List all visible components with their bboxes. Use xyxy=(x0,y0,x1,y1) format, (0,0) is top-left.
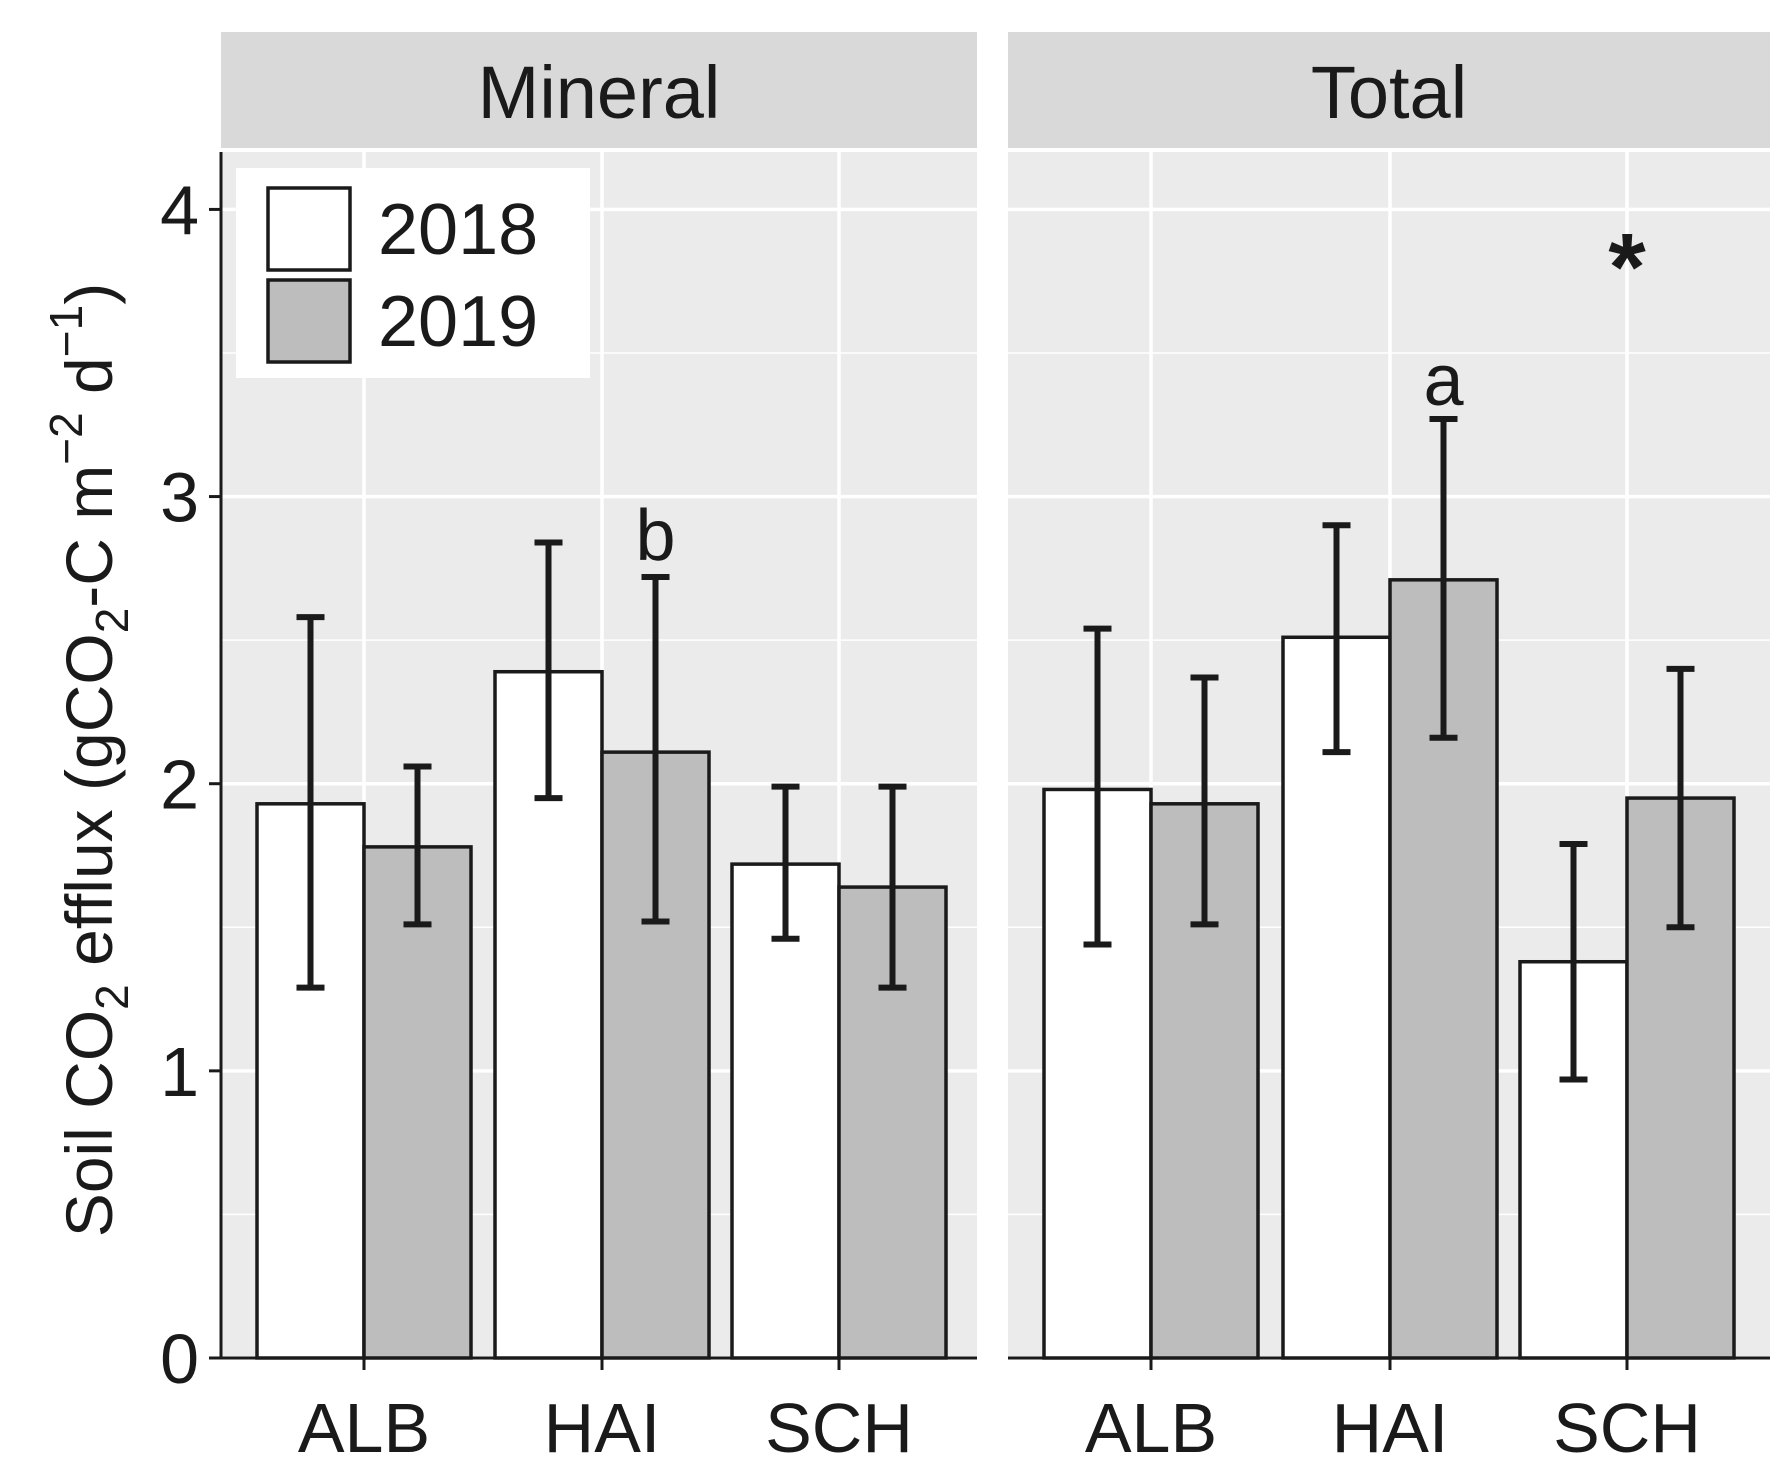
panel-total: Total a * ALB HAI SCH xyxy=(1008,32,1770,1467)
y-title-superscript: −2 xyxy=(40,412,92,464)
y-tick-label: 2 xyxy=(160,746,199,824)
y-title-part: -C m xyxy=(52,465,126,608)
error-bar-2018-alb xyxy=(1083,625,1112,948)
y-title-part: ) xyxy=(52,283,126,305)
x-tick-label: ALB xyxy=(1085,1389,1217,1467)
legend-key-2018 xyxy=(266,186,352,272)
y-title-subscript: 2 xyxy=(86,984,138,1010)
x-tick-label: SCH xyxy=(1553,1389,1701,1467)
error-bar-2018-hai xyxy=(1322,522,1351,756)
facet-strip xyxy=(1008,32,1770,148)
x-tick-label: HAI xyxy=(1332,1389,1449,1467)
panel-mineral: Mineral b ALB HAI SCH xyxy=(221,32,977,1467)
y-title-superscript: −1 xyxy=(40,305,92,357)
y-axis: 0 1 2 3 4 xyxy=(160,152,223,1398)
y-title-subscript: 2 xyxy=(86,608,138,634)
facet-strip xyxy=(221,32,977,148)
error-bar-2018-sch xyxy=(1559,841,1588,1083)
error-bar-2019-alb xyxy=(1190,674,1219,928)
legend-key-2019 xyxy=(266,278,352,364)
legend-label-2018: 2018 xyxy=(378,190,538,270)
significance-star: * xyxy=(1608,214,1646,321)
error-bar-2019-sch xyxy=(1666,665,1695,931)
legend-label-2019: 2019 xyxy=(378,282,538,362)
y-tick-label: 3 xyxy=(160,459,199,537)
y-title-part: efflux (gCO xyxy=(52,633,126,984)
error-bar-2019-alb xyxy=(403,763,432,928)
facet-strip-label: Total xyxy=(1311,51,1467,134)
error-bar-2018-alb xyxy=(296,614,325,991)
error-bar-2019-hai xyxy=(1429,416,1458,741)
error-bar-2018-sch xyxy=(771,783,800,942)
panels-layer: Mineral b ALB HAI SCH Total a * ALB HAI SCH xyxy=(221,32,1770,1467)
significance-letter: a xyxy=(1423,341,1464,421)
error-bar-2019-hai xyxy=(641,573,670,925)
y-tick-label: 0 xyxy=(160,1320,199,1398)
error-bar-2018-hai xyxy=(534,539,563,802)
y-title-part: Soil CO xyxy=(52,1010,126,1237)
x-tick-label: SCH xyxy=(765,1389,913,1467)
x-tick-label: HAI xyxy=(544,1389,661,1467)
y-axis-title: Soil CO2 efflux (gCO2-C m−2 d−1) xyxy=(40,283,138,1237)
bar-2018-hai xyxy=(1281,635,1392,1360)
facet-strip-label: Mineral xyxy=(478,51,721,134)
y-title-part: d xyxy=(52,357,126,412)
bar-2018-sch xyxy=(730,862,841,1360)
error-bar-2019-sch xyxy=(878,783,907,991)
y-tick-label: 4 xyxy=(160,171,199,249)
y-tick-label: 1 xyxy=(160,1033,199,1111)
x-tick-label: ALB xyxy=(298,1389,430,1467)
significance-letter: b xyxy=(635,496,675,576)
legend: 2018 2019 xyxy=(236,168,590,378)
